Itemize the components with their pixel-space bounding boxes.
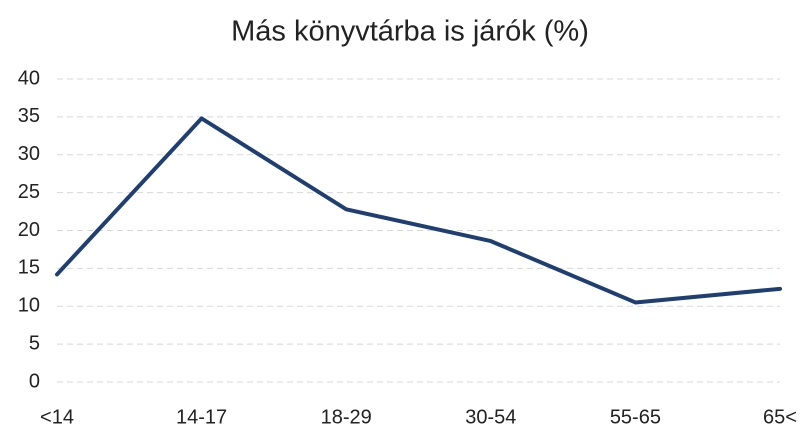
data-line xyxy=(55,116,782,305)
y-tick-label: 25 xyxy=(18,181,40,203)
chart-title: Más könyvtárba is járók (%) xyxy=(231,16,589,48)
y-tick-label: 40 xyxy=(18,67,40,89)
x-tick-label: 65< xyxy=(763,406,797,428)
y-tick-label: 30 xyxy=(18,143,40,165)
y-tick-label: 10 xyxy=(18,295,40,317)
y-tick-label: 35 xyxy=(18,105,40,127)
y-tick-label: 5 xyxy=(29,332,40,354)
y-tick-label: 15 xyxy=(18,257,40,279)
y-tick-label: 20 xyxy=(18,219,40,241)
x-tick-label: 30-54 xyxy=(465,406,516,428)
x-tick-label: 14-17 xyxy=(176,406,227,428)
x-tick-label: 55-65 xyxy=(610,406,661,428)
x-tick-label: 18-29 xyxy=(321,406,372,428)
x-tick-label: <14 xyxy=(40,406,74,428)
y-tick-label: 0 xyxy=(29,370,40,392)
